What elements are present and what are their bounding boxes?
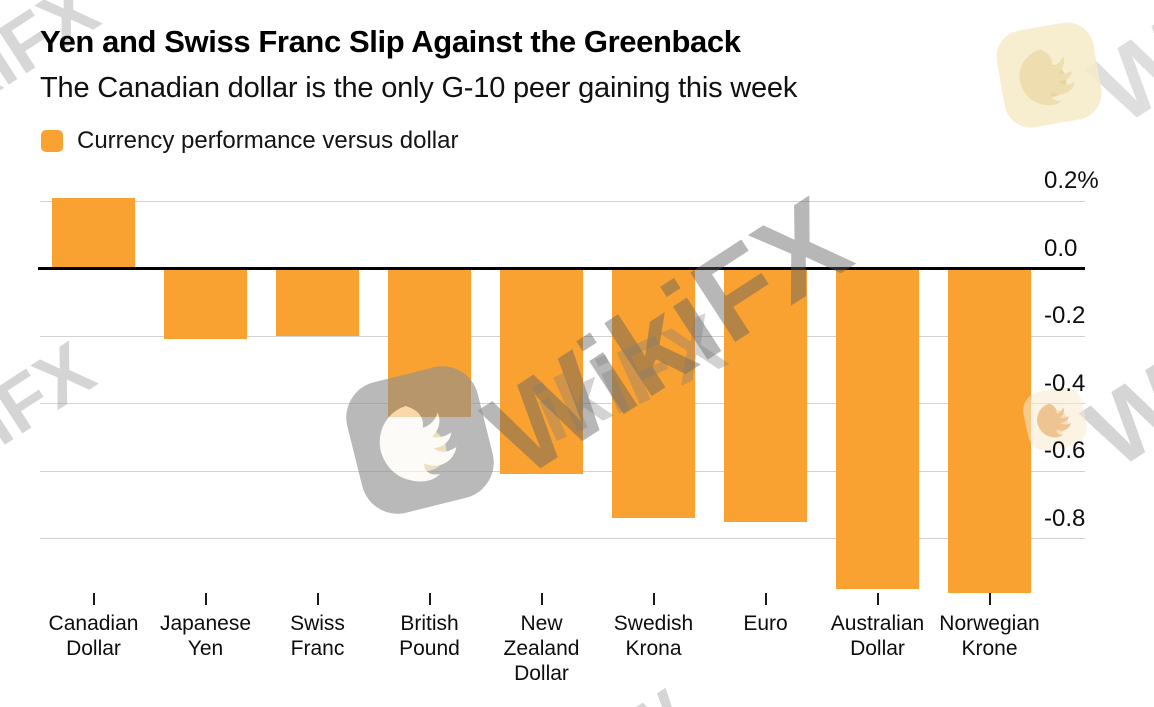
- bar-swedish-krona: [612, 268, 695, 519]
- x-axis-tick: [540, 593, 543, 605]
- bar-norwegian-krone: [948, 268, 1031, 593]
- y-axis-tick-label: 0.0: [1044, 234, 1078, 262]
- bar-canadian-dollar: [52, 197, 135, 269]
- legend: Currency performance versus dollar: [41, 127, 458, 155]
- x-axis-category-label: British Pound: [399, 612, 460, 660]
- x-axis-tick: [876, 593, 879, 605]
- chart-subtitle: The Canadian dollar is the only G-10 pee…: [40, 72, 798, 104]
- x-axis-tick: [92, 593, 95, 605]
- chart-title: Yen and Swiss Franc Slip Against the Gre…: [40, 24, 741, 59]
- x-axis-category-label: Canadian Dollar: [48, 612, 139, 660]
- y-axis-tick-label: -0.8: [1044, 504, 1086, 532]
- y-axis-tick-label: 0.2%: [1044, 167, 1099, 194]
- y-axis-tick-label: -0.2: [1044, 302, 1086, 329]
- y-gridline: [40, 538, 1085, 539]
- x-axis-category-label: New Zealand Dollar: [503, 612, 580, 685]
- x-axis-tick: [764, 593, 767, 605]
- y-gridline: [40, 200, 1085, 202]
- x-axis-tick: [428, 593, 431, 605]
- x-axis-category-label: Swedish Krona: [613, 612, 694, 660]
- x-axis-tick: [316, 593, 319, 605]
- x-axis-category-label: Euro: [743, 612, 788, 635]
- x-axis-tick: [988, 593, 991, 605]
- bar-swiss-franc: [276, 268, 359, 336]
- y-axis-tick-label: -0.6: [1044, 437, 1086, 464]
- legend-label: Currency performance versus dollar: [77, 127, 459, 154]
- bar-new-zealand-dollar: [500, 268, 583, 475]
- bar-british-pound: [388, 268, 471, 417]
- zero-axis-line: [38, 266, 1085, 270]
- legend-swatch: [41, 130, 63, 152]
- x-axis-tick: [204, 593, 207, 605]
- y-axis-tick-label: -0.4: [1044, 369, 1086, 397]
- x-axis-category-label: Japanese Yen: [159, 612, 252, 660]
- x-axis-category-label: Australian Dollar: [830, 612, 925, 660]
- bar-euro: [724, 268, 807, 522]
- bar-australian-dollar: [836, 268, 919, 590]
- x-axis-tick: [652, 593, 655, 605]
- x-axis-category-label: Norwegian Krone: [939, 612, 1040, 660]
- x-axis-category-label: Swiss Franc: [290, 612, 345, 660]
- bar-japanese-yen: [164, 268, 247, 340]
